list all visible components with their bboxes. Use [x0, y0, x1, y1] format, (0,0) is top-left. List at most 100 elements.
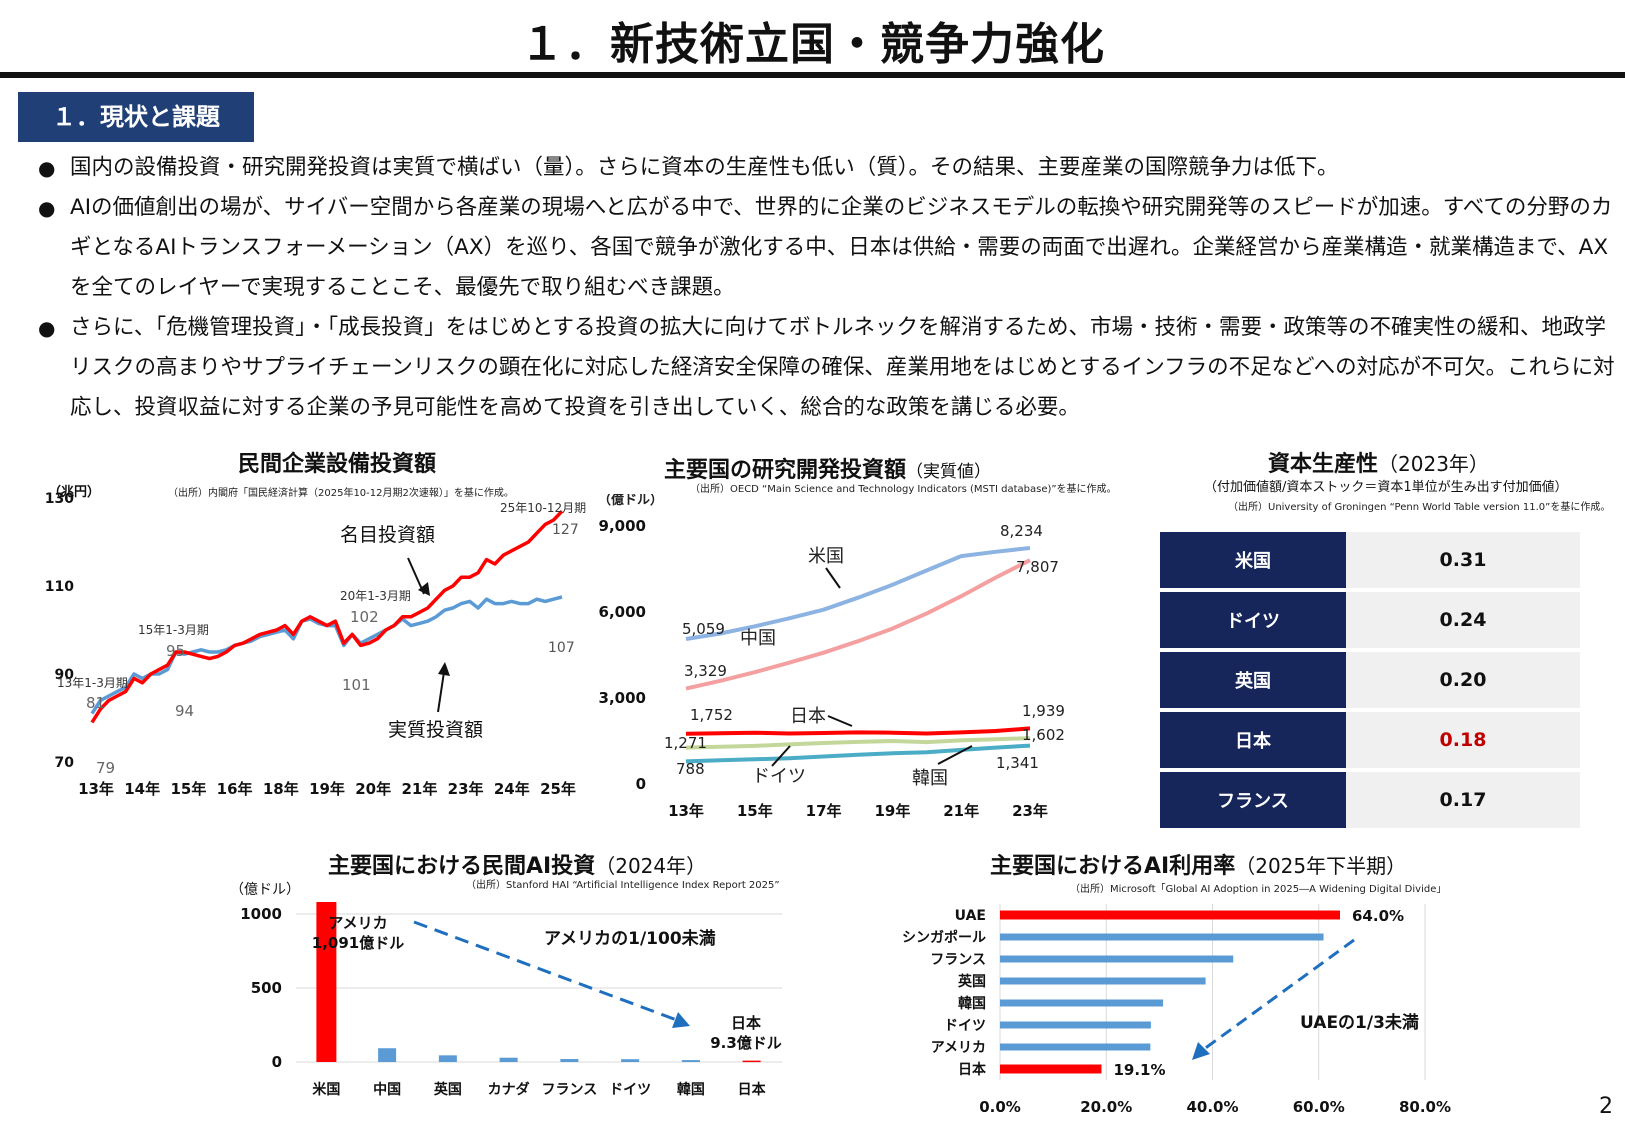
country-cell: 英国 — [1160, 652, 1346, 708]
rd-chart-title: 主要国の研究開発投資額（実質値） — [664, 458, 992, 483]
annotation: アメリカ — [328, 914, 387, 932]
capex-chart: 70 90 110 130 13年 14年 15年 16年 18年 19年 20年 21年 23年 24年… — [45, 484, 586, 798]
value-label: 3,329 — [684, 662, 727, 680]
series-line-us — [685, 546, 1031, 641]
x-tick-label: 15年 — [170, 780, 206, 798]
series-line-kr — [685, 743, 1031, 764]
y-tick-label: UAE — [955, 908, 986, 924]
bar-英国 — [1000, 977, 1206, 985]
bar-日本 — [1000, 1064, 1102, 1074]
arrow-icon — [413, 920, 683, 1024]
value-label: 788 — [676, 760, 705, 778]
x-tick-label: 21年 — [943, 802, 979, 820]
x-tick-label: 20.0% — [1080, 1098, 1132, 1116]
capex-unit: （兆円） — [48, 484, 100, 500]
x-tick-label: ドイツ — [609, 1082, 651, 1098]
annotation: アメリカの1/100未満 — [544, 928, 716, 949]
x-tick-label: 日本 — [738, 1081, 767, 1098]
annotation: 9.3億ドル — [710, 1034, 782, 1052]
y-tick-label: シンガポール — [902, 929, 986, 946]
series-label-cn: 中国 — [740, 628, 776, 649]
table-row: ドイツ 0.24 — [1160, 592, 1580, 648]
capex-chart-source: （出所）内閣府「国民経済計算（2025年10-12月期2次速報）」を基に作成。 — [168, 488, 514, 499]
arrow-icon — [771, 745, 791, 767]
real-series-label: 実質投資額 — [388, 719, 483, 741]
page-number: 2 — [1599, 1094, 1613, 1119]
series-label-us: 米国 — [808, 546, 844, 567]
bar-中国 — [378, 1048, 397, 1062]
table-row: 日本 0.18 — [1160, 712, 1580, 768]
table-row: フランス 0.17 — [1160, 772, 1580, 828]
x-tick-label: 中国 — [373, 1081, 401, 1098]
value-label: 64.0% — [1352, 907, 1404, 925]
series-label-jp: 日本 — [790, 706, 826, 727]
value-cell: 0.20 — [1346, 652, 1580, 708]
y-tick-label: 日本 — [958, 1061, 987, 1078]
y-tick-label: 500 — [251, 979, 282, 997]
series-label-de: ドイツ — [752, 766, 806, 787]
value-cell: 0.31 — [1346, 532, 1580, 588]
x-tick-label: カナダ — [488, 1081, 530, 1098]
annotation-15q1: 15年1-3月期 — [138, 623, 209, 637]
y-tick-label: 3,000 — [599, 689, 646, 707]
series-line-cn — [685, 558, 1031, 691]
x-tick-label: 韓国 — [677, 1081, 705, 1098]
arrow-icon — [1199, 938, 1355, 1054]
x-tick-label: 20年 — [355, 780, 391, 798]
value-cell: 0.18 — [1346, 712, 1580, 768]
bar-フランス — [1000, 955, 1234, 963]
value-label: 79 — [96, 759, 115, 777]
y-tick-label: 9,000 — [599, 517, 646, 535]
series-line-jp — [685, 726, 1031, 736]
value-label: 5,059 — [682, 620, 725, 638]
value-label: 94 — [175, 702, 194, 720]
bar-アメリカ — [1000, 1043, 1151, 1051]
y-tick-label: 0 — [272, 1053, 282, 1071]
nominal-series-label: 名目投資額 — [340, 524, 435, 546]
country-cell: ドイツ — [1160, 592, 1346, 648]
x-tick-label: 40.0% — [1186, 1098, 1238, 1116]
productivity-title: 資本生産性（2023年） — [1268, 452, 1489, 477]
productivity-subtitle: （付加価値額/資本ストック＝資本1単位が生み出す付加価値） — [1204, 480, 1568, 495]
value-label: 101 — [342, 676, 371, 694]
rd-unit: （億ドル） — [598, 494, 663, 508]
y-tick-label: 130 — [45, 491, 74, 507]
x-tick-label: 16年 — [217, 780, 253, 798]
y-tick-label: 1000 — [240, 905, 282, 923]
value-cell: 0.24 — [1346, 592, 1580, 648]
annotation-25q4: 25年10-12月期 — [500, 501, 586, 515]
annotation-20q1: 20年1-3月期 — [340, 589, 411, 603]
table-row: 米国 0.31 — [1160, 532, 1580, 588]
productivity-table: 米国 0.31 ドイツ 0.24 英国 0.20 日本 0.18 フランス 0.17 — [1160, 528, 1580, 832]
x-tick-label: 0.0% — [979, 1098, 1021, 1116]
bar-米国 — [316, 902, 337, 1062]
bar-韓国 — [1000, 999, 1164, 1007]
ai-usage-title: 主要国におけるAI利用率（2025年下半期） — [990, 854, 1407, 879]
ai-invest-source: （出所）Stanford HAI “Artificial Intelligenc… — [466, 880, 780, 891]
arrow-icon — [437, 671, 445, 713]
value-label: 1,602 — [1022, 726, 1065, 744]
x-tick-label: 17年 — [806, 802, 842, 820]
x-tick-label: 19年 — [309, 780, 345, 798]
table-row: 英国 0.20 — [1160, 652, 1580, 708]
title-divider — [0, 72, 1625, 78]
country-cell: フランス — [1160, 772, 1346, 828]
bar-韓国 — [681, 1060, 700, 1062]
value-label: 1,271 — [664, 734, 707, 752]
x-tick-label: 15年 — [737, 802, 773, 820]
y-tick-label: 英国 — [957, 973, 986, 990]
x-tick-label: 米国 — [312, 1081, 340, 1098]
rd-chart: 0 3,000 6,000 9,000 13年 15年 17年 19年 21年 23年 （億ドル）… — [598, 494, 1065, 820]
bullet-item: さらに、「危機管理投資」・「成長投資」をはじめとする投資の拡大に向けてボトルネッ… — [38, 308, 1618, 428]
value-label: 95 — [166, 642, 185, 660]
value-label: 1,341 — [996, 754, 1039, 772]
ai-invest-chart: 0 500 1000 米国 中国 英国 カナダ フランス ドイツ 韓国 日本 （億ドル） アメリカ… — [230, 882, 782, 1098]
bar-シンガポール — [1000, 933, 1324, 941]
y-tick-label: 0 — [636, 775, 646, 793]
y-tick-label: アメリカ — [931, 1040, 986, 1056]
x-tick-label: 18年 — [263, 780, 299, 798]
y-tick-label: 韓国 — [958, 995, 986, 1012]
arrow-icon — [672, 1012, 690, 1028]
bar-ドイツ — [621, 1059, 640, 1062]
annotation-13q1: 13年1-3月期 — [57, 676, 128, 690]
